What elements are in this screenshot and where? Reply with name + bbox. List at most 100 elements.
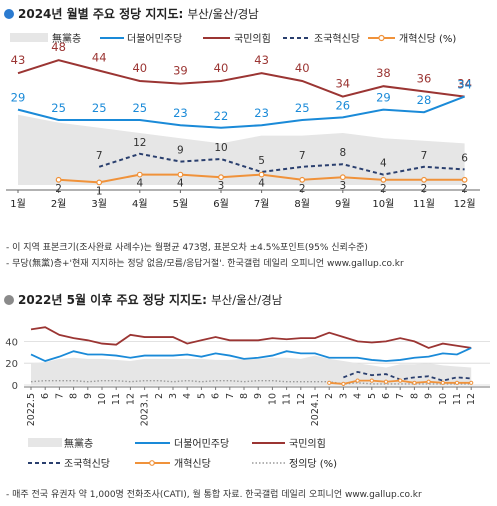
x-tick-label: 4 bbox=[182, 393, 193, 399]
data-label-ppp: 40 bbox=[295, 61, 310, 75]
data-label-ppp: 44 bbox=[92, 51, 107, 65]
data-label-reform: 2 bbox=[421, 183, 428, 195]
legend-label-independent: 無黨층 bbox=[52, 32, 81, 45]
data-label-democratic: 29 bbox=[11, 91, 26, 105]
data-point-reform bbox=[398, 378, 403, 383]
data-point-reform bbox=[369, 378, 374, 383]
top-title-main: 2024년 월별 주요 정당 지지도: bbox=[18, 7, 184, 21]
data-label-ppp: 43 bbox=[11, 53, 26, 67]
data-label-democratic: 28 bbox=[417, 93, 432, 107]
data-label-reform: 2 bbox=[380, 183, 387, 195]
x-tick-label: 3 bbox=[168, 393, 179, 399]
legend-label-rebuild: 조국혁신당 bbox=[314, 33, 360, 45]
data-label-ppp: 34 bbox=[335, 77, 350, 91]
data-point-reform bbox=[412, 380, 417, 385]
top-note-2: - 무당(無黨)층+'현재 지지하는 정당 없음/모름/응답거절'. 한국갤럽 … bbox=[6, 259, 404, 269]
area-series-independent bbox=[31, 355, 472, 385]
data-label-reform: 2 bbox=[299, 183, 306, 195]
data-point-reform bbox=[299, 176, 306, 183]
data-label-rebuild: 8 bbox=[339, 147, 346, 159]
legend-swatch-independent bbox=[10, 33, 48, 42]
legend-label-ppp: 국민의힘 bbox=[289, 438, 326, 450]
legend-label-democratic: 더불어민주당 bbox=[174, 438, 229, 450]
data-label-ppp: 40 bbox=[214, 61, 229, 75]
x-tick-label: 7 bbox=[54, 393, 65, 399]
legend-label-independent: 無黨층 bbox=[64, 437, 93, 450]
x-tick-label: 2월 bbox=[51, 198, 67, 210]
x-tick-label: 5 bbox=[196, 393, 207, 399]
x-tick-label: 12 bbox=[125, 393, 136, 405]
x-tick-label: 12 bbox=[296, 393, 307, 405]
line-series-democratic bbox=[17, 95, 465, 129]
x-tick-label: 11 bbox=[282, 393, 293, 405]
x-tick-label: 3월 bbox=[91, 198, 107, 210]
data-point-reform bbox=[177, 171, 184, 178]
line-series-democratic bbox=[30, 347, 472, 362]
x-tick-label: 2 bbox=[154, 393, 165, 399]
data-label-reform: 2 bbox=[461, 183, 468, 195]
data-label-democratic: 34 bbox=[457, 78, 472, 92]
data-point-reform bbox=[461, 176, 468, 183]
top-chart: 無黨층 더불어민주당 국민의힘 조국혁신당 개혁신당 (%) 1월 2월 3월 4월 5월 6월 7월… bbox=[6, 32, 480, 210]
title-bullet-icon bbox=[4, 295, 14, 305]
bottom-note: - 매주 전국 유권자 약 1,000명 전화조사(CATI), 월 통합 자료… bbox=[6, 490, 422, 500]
data-point-reform bbox=[454, 380, 460, 385]
x-tick-label: 10 bbox=[97, 393, 108, 405]
data-label-rebuild: 6 bbox=[461, 152, 468, 164]
x-tick-label: 2 bbox=[324, 393, 335, 399]
data-label-reform: 4 bbox=[177, 178, 184, 190]
data-label-democratic: 25 bbox=[51, 101, 66, 115]
legend-label-ppp: 국민의힘 bbox=[234, 33, 271, 45]
data-label-democratic: 23 bbox=[173, 106, 188, 120]
area-series-independent bbox=[18, 114, 465, 185]
data-label-reform: 1 bbox=[96, 185, 103, 197]
top-note-1: - 이 지역 표본크기(조사완료 사례수)는 월평균 473명, 표본오차 ±4… bbox=[6, 243, 368, 253]
line-series-rebuild bbox=[98, 152, 465, 176]
x-tick-label: 2022.5 bbox=[26, 393, 37, 426]
x-tick-label: 4월 bbox=[132, 198, 148, 210]
data-point-reform bbox=[327, 380, 332, 385]
line-series-rebuild bbox=[343, 370, 472, 382]
x-tick-label: 10월 bbox=[372, 198, 394, 210]
x-tick-label: 6 bbox=[381, 393, 392, 399]
x-tick-label: 12월 bbox=[454, 198, 476, 210]
x-tick-label: 9월 bbox=[335, 198, 351, 210]
y-tick-label: 0 bbox=[12, 381, 18, 392]
data-point-reform bbox=[380, 176, 387, 183]
bottom-title-sub: 부산/울산/경남 bbox=[211, 293, 283, 307]
data-label-reform: 4 bbox=[258, 178, 265, 190]
x-tick-label: 7월 bbox=[254, 198, 270, 210]
legend-marker-reform bbox=[378, 34, 385, 42]
data-label-ppp: 38 bbox=[376, 66, 391, 80]
x-tick-label: 2024.1 bbox=[310, 393, 321, 426]
data-point-reform bbox=[258, 171, 265, 178]
bottom-title-main: 2022년 5월 이후 주요 정당 지지도: bbox=[18, 293, 207, 307]
data-label-reform: 2 bbox=[55, 183, 62, 195]
data-label-democratic: 25 bbox=[92, 101, 107, 115]
x-tick-label: 5월 bbox=[173, 198, 189, 210]
x-tick-label: 12 bbox=[466, 393, 477, 405]
data-label-rebuild: 7 bbox=[299, 150, 306, 162]
x-tick-label: 11 bbox=[452, 393, 463, 405]
data-label-reform: 3 bbox=[218, 180, 225, 192]
x-tick-label: 9 bbox=[424, 393, 435, 399]
x-tick-label: 10 bbox=[438, 393, 449, 405]
legend-label-rebuild: 조국혁신당 bbox=[64, 458, 110, 470]
y-tick-label: 20 bbox=[5, 359, 18, 370]
data-label-ppp: 39 bbox=[173, 64, 188, 78]
x-tick-label: 4 bbox=[353, 393, 364, 399]
data-point-reform bbox=[55, 176, 62, 183]
data-label-rebuild: 4 bbox=[380, 158, 387, 170]
x-tick-label: 6 bbox=[211, 393, 222, 399]
x-tick-label: 11 bbox=[111, 393, 122, 405]
data-point-reform bbox=[136, 171, 143, 178]
data-label-rebuild: 7 bbox=[96, 150, 103, 162]
data-label-ppp: 40 bbox=[132, 61, 147, 75]
legend-label-justice: 정의당 (%) bbox=[289, 458, 337, 470]
line-series-ppp bbox=[30, 326, 472, 349]
x-tick-label: 8월 bbox=[294, 198, 310, 210]
line-series-justice bbox=[30, 379, 472, 385]
data-label-ppp: 48 bbox=[51, 40, 66, 54]
x-tick-label: 6월 bbox=[213, 198, 229, 210]
